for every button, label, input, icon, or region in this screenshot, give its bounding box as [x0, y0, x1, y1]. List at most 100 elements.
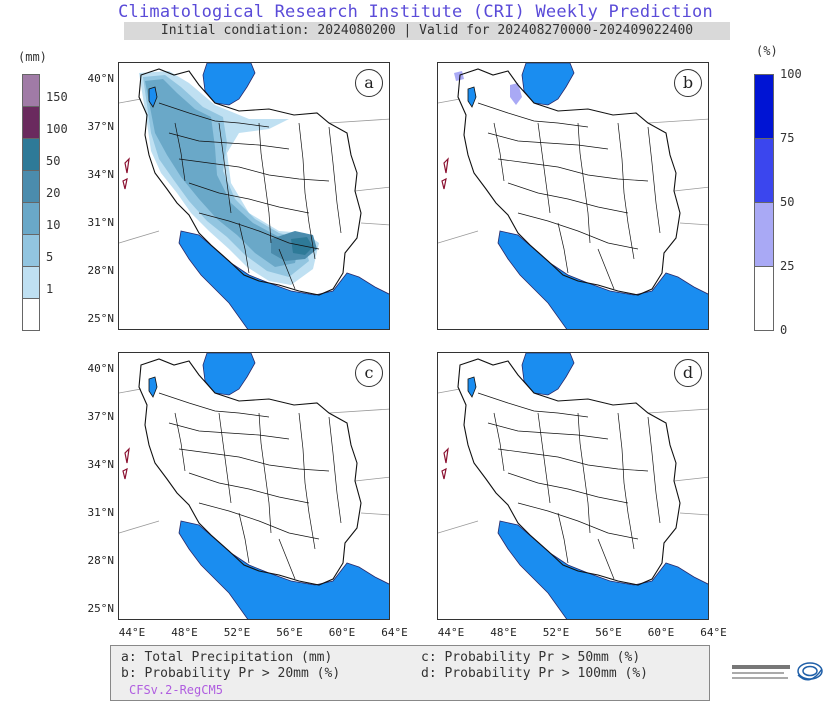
persian-gulf: [178, 520, 389, 619]
colorbar-right-segment: [754, 266, 774, 331]
precip-50mm: [291, 237, 313, 255]
colorbar-right-tick: 0: [780, 323, 788, 337]
lon-label: 52°E: [542, 626, 570, 639]
neighbor-border: [119, 98, 389, 244]
colorbar-right-segment: [754, 202, 774, 267]
legend-item-d: d: Probability Pr > 100mm (%): [421, 666, 648, 681]
lon-label: 60°E: [328, 626, 356, 639]
model-name: CFSv.2-RegCM5: [129, 683, 223, 697]
lat-label: 37°N: [87, 120, 115, 133]
province-border: [218, 122, 232, 214]
province-border: [188, 182, 310, 214]
colorbar-right-tick: 75: [780, 131, 795, 145]
map-panel-a: a: [118, 62, 390, 330]
colorbar-left-unit: (mm): [18, 50, 47, 64]
province-border: [278, 538, 296, 580]
lat-label: 31°N: [87, 216, 115, 229]
page-subtitle: Initial condiation: 2024080200 | Valid f…: [124, 22, 730, 40]
lon-label: 48°E: [171, 626, 198, 639]
province-border: [158, 102, 270, 128]
island-outline: [441, 157, 449, 190]
lake-urmia: [148, 86, 158, 108]
province-border: [507, 182, 629, 214]
legend-item-b: b: Probability Pr > 20mm (%): [121, 666, 341, 681]
lat-label: 37°N: [87, 410, 115, 423]
prob-25-50: [454, 71, 464, 81]
lon-label: 64°E: [381, 626, 408, 639]
lon-label: 48°E: [490, 626, 517, 639]
colorbar-left-tick: 150: [46, 90, 68, 104]
province-border: [577, 122, 591, 244]
colorbar-left-tick: 20: [46, 186, 61, 200]
colorbar-left-segment: [22, 106, 40, 139]
colorbar-right-tick: 50: [780, 195, 795, 209]
legend-item-c: c: Probability Pr > 50mm (%): [421, 650, 641, 665]
province-border: [174, 122, 186, 182]
lake-urmia: [467, 376, 477, 398]
colorbar-left-tick: 100: [46, 122, 68, 136]
province-border: [517, 212, 639, 250]
island-outline: [122, 157, 130, 190]
colorbar-left-tick: 1: [46, 282, 54, 296]
colorbar-left-segment: [22, 266, 40, 299]
province-border: [557, 512, 569, 564]
lon-label: 44°E: [437, 626, 465, 639]
colorbar-left-segment: [22, 234, 40, 267]
province-border: [497, 448, 649, 472]
panel-label-b: b: [674, 69, 702, 97]
lon-label: 60°E: [647, 626, 675, 639]
province-border: [537, 122, 551, 214]
country-border: [457, 68, 681, 296]
country-border: [138, 358, 362, 586]
lat-label: 25°N: [87, 312, 115, 325]
colorbar-left-tick: 10: [46, 218, 61, 232]
lake-urmia: [467, 86, 477, 108]
province-border: [537, 412, 551, 504]
prob-25-50: [510, 83, 522, 105]
neighbor-border: [119, 388, 389, 534]
legend-box: a: Total Precipitation (mm) b: Probabili…: [110, 645, 710, 701]
province-border: [168, 422, 290, 440]
province-border: [278, 248, 296, 290]
island-outline: [441, 447, 449, 480]
caspian-sea: [202, 63, 256, 106]
province-border: [517, 502, 639, 540]
province-border: [198, 502, 320, 540]
colorbar-right-tick: 25: [780, 259, 795, 273]
map-panel-d: d: [437, 352, 709, 620]
province-border: [298, 122, 316, 260]
country-border: [138, 68, 362, 296]
province-border: [198, 212, 320, 250]
province-border: [647, 416, 661, 524]
province-border: [238, 512, 250, 564]
lon-label: 56°E: [276, 626, 303, 639]
province-border: [218, 412, 232, 504]
lon-label: 56°E: [595, 626, 622, 639]
legend-item-a: a: Total Precipitation (mm): [121, 650, 333, 665]
island-outline: [122, 447, 130, 480]
panel-label-d: d: [674, 359, 702, 387]
precip-10mm: [145, 79, 299, 267]
lon-label: 64°E: [700, 626, 727, 639]
neighbor-border: [438, 388, 708, 534]
lon-label: 44°E: [118, 626, 146, 639]
map-canvas: [119, 63, 389, 329]
province-border: [557, 222, 569, 274]
province-border: [188, 472, 310, 504]
colorbar-left-tick: 50: [46, 154, 61, 168]
province-border: [258, 122, 272, 244]
province-border: [298, 412, 316, 550]
persian-gulf: [497, 520, 708, 619]
map-canvas: [119, 353, 389, 619]
colorbar-left-segment: [22, 74, 40, 107]
colorbar-left-tick: 5: [46, 250, 54, 264]
province-border: [497, 158, 649, 182]
lat-label: 31°N: [87, 506, 115, 519]
colorbar-right-segment: [754, 138, 774, 203]
lat-label: 40°N: [87, 362, 115, 375]
province-border: [238, 222, 250, 274]
colorbar-left-segment: [22, 298, 40, 331]
persian-gulf: [497, 230, 708, 329]
province-border: [487, 422, 609, 440]
lat-label: 28°N: [87, 554, 115, 567]
